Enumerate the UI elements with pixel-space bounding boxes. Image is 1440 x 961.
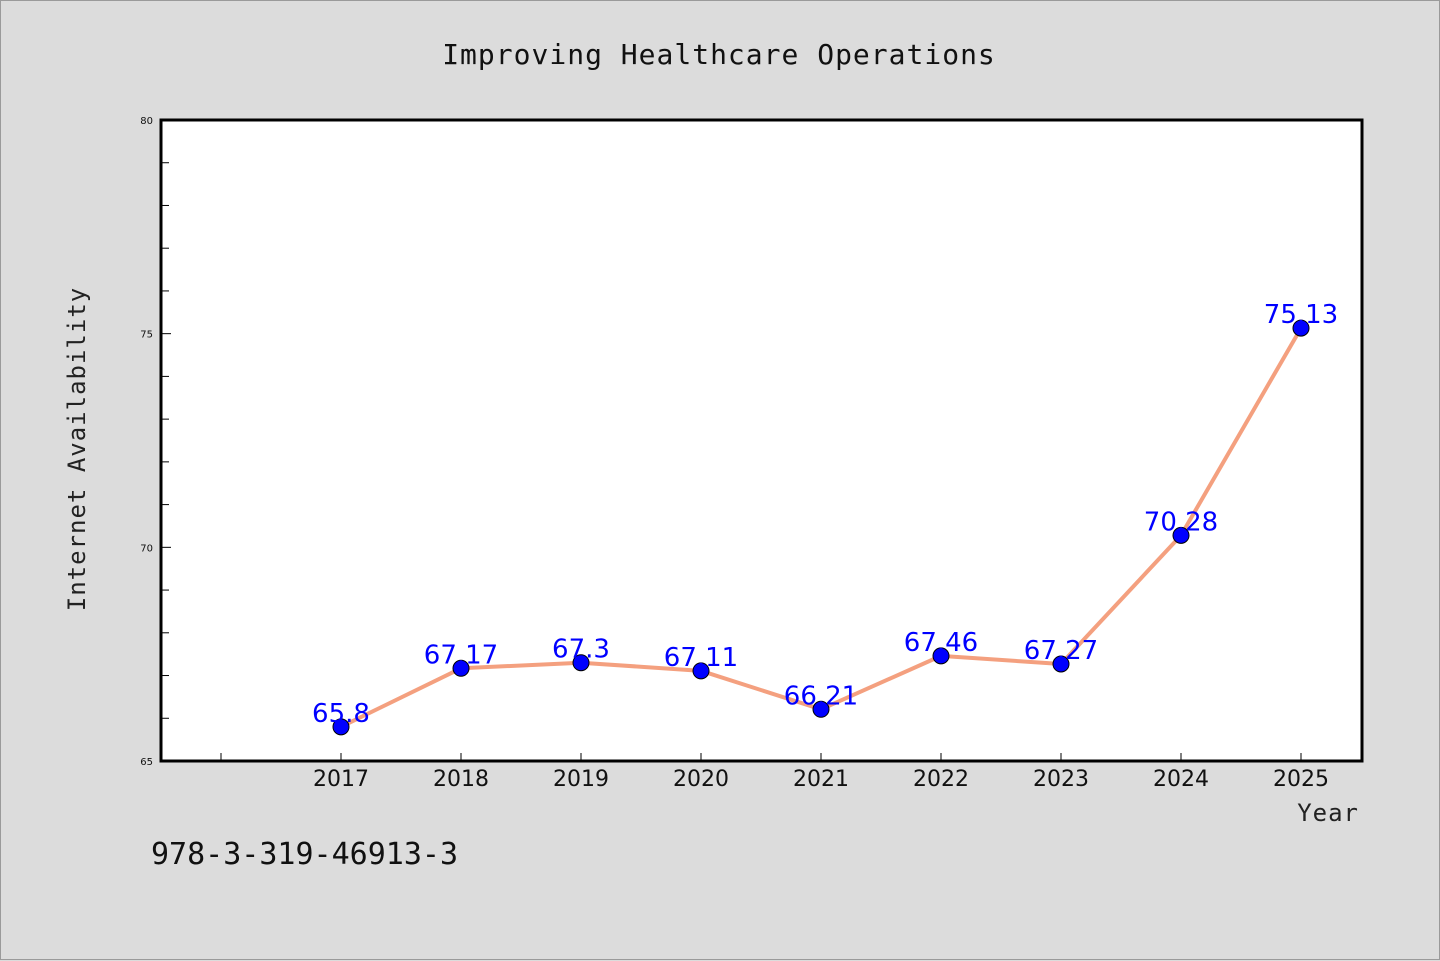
data-series: 65.8 67.17 67.3 67.11 66.21 67.46 67.27 70.28 75… (312, 300, 1338, 736)
data-label: 67.27 (1024, 636, 1098, 666)
y-axis-label: Internet Availability (63, 287, 91, 611)
data-label: 70.28 (1144, 507, 1218, 537)
data-point-marker (932, 647, 950, 665)
x-tick-label: 2023 (1033, 767, 1089, 792)
x-axis: 2017 2018 2019 2020 2021 2022 2023 2024 2025 (220, 753, 1329, 792)
data-point-marker (1172, 526, 1190, 544)
y-tick-label: 70 (140, 543, 153, 554)
x-tick-label: 2018 (433, 767, 489, 792)
x-tick-label: 2021 (793, 767, 849, 792)
data-label: 66.21 (784, 681, 858, 711)
data-point-marker (332, 718, 350, 736)
data-label: 67.17 (424, 640, 498, 670)
x-tick-label: 2020 (673, 767, 729, 792)
data-point-marker (572, 654, 590, 672)
x-tick-label: 2017 (313, 767, 369, 792)
data-point-marker (1052, 655, 1070, 673)
data-label: 75.13 (1264, 300, 1338, 330)
data-point-marker (692, 662, 710, 680)
chart-title: Improving Healthcare Operations (442, 38, 996, 71)
y-tick-label: 80 (140, 116, 153, 127)
data-label: 67.3 (552, 635, 610, 665)
data-label: 67.46 (904, 628, 978, 658)
x-tick-label: 2019 (553, 767, 609, 792)
x-tick-label: 2025 (1273, 767, 1329, 792)
plot-area (159, 118, 1364, 763)
isbn-caption: 978-3-319-46913-3 (151, 837, 458, 872)
y-tick-label: 65 (140, 757, 153, 768)
y-axis: 65 70 75 80 (140, 116, 171, 768)
data-label: 67.11 (664, 643, 738, 673)
y-tick-label: 75 (140, 330, 153, 341)
data-point-marker (452, 659, 470, 677)
data-label: 65.8 (312, 699, 370, 729)
x-tick-label: 2022 (913, 767, 969, 792)
x-axis-label: Year (1297, 799, 1359, 827)
data-point-marker (812, 700, 830, 718)
data-point-marker (1292, 319, 1310, 337)
x-tick-label: 2024 (1153, 767, 1209, 792)
